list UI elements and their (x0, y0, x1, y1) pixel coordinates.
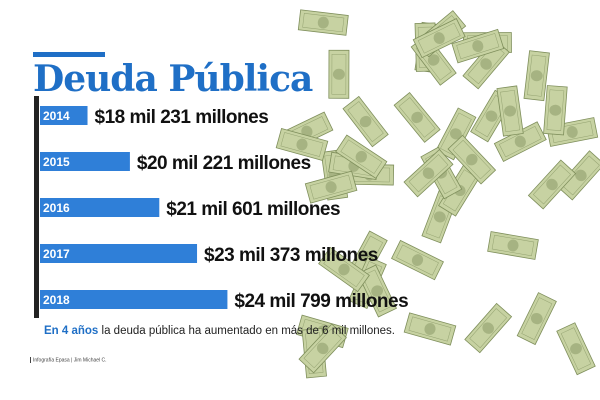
banknote (403, 149, 454, 198)
bar-value-label: $18 mil 231 millones (95, 107, 269, 128)
credit-text: Infografía Epasa | Jim Michael C. (33, 357, 107, 364)
banknote (403, 312, 457, 346)
banknote (543, 85, 568, 136)
bar-2017 (40, 244, 198, 263)
bar-year-label: 2015 (43, 155, 70, 169)
banknote (523, 50, 550, 102)
bar-value-label: $21 mil 601 millones (166, 199, 340, 220)
banknote (393, 91, 441, 143)
bar-year-label: 2016 (43, 201, 70, 215)
title-accent-rule (33, 52, 105, 57)
banknote (447, 134, 497, 185)
banknote (556, 322, 596, 376)
bar-2018 (40, 290, 228, 309)
banknote (298, 323, 347, 374)
banknote (412, 18, 466, 59)
banknote (335, 134, 388, 179)
banknote (391, 239, 444, 281)
banknote (464, 302, 513, 354)
page-title: Deuda Pública (33, 58, 313, 100)
banknote (342, 95, 389, 148)
banknote (487, 231, 539, 260)
banknote (435, 107, 477, 161)
banknote (275, 127, 329, 162)
bar-2014 (40, 106, 88, 125)
banknote (556, 150, 600, 201)
footnote-text: la deuda pública ha aumentado en más de … (101, 325, 395, 337)
bar-year-label: 2014 (43, 109, 70, 123)
banknote (516, 292, 557, 346)
bar-value-label: $20 mil 221 millones (137, 153, 311, 174)
banknote (297, 9, 349, 36)
bar-2016 (40, 198, 160, 217)
credit-mark (30, 357, 31, 363)
banknote (328, 49, 350, 99)
bar-year-label: 2017 (43, 247, 70, 261)
banknote (451, 28, 505, 64)
banknote (496, 85, 524, 137)
bar-2015 (40, 152, 130, 171)
banknote (304, 170, 358, 204)
bar-value-label: $24 mil 799 millones (234, 291, 408, 312)
banknote (318, 246, 370, 293)
credit-line: Infografía Epasa | Jim Michael C. (30, 357, 107, 363)
footnote: En 4 años la deuda pública ha aumentado … (44, 325, 395, 337)
banknote (527, 159, 577, 210)
axis-line (34, 96, 39, 318)
bar-value-label: $23 mil 373 millones (204, 245, 378, 266)
footnote-lead: En 4 años (44, 325, 99, 337)
bar-year-label: 2018 (43, 293, 70, 307)
